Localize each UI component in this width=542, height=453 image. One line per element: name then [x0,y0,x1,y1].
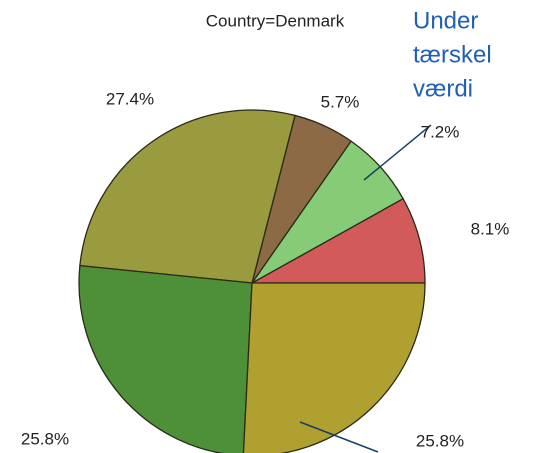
leader-line [299,421,379,453]
data-label: 5.7% [321,92,360,111]
pie [78,109,426,453]
chart-title: Country=Denmark [206,11,345,30]
pie-slice [249,197,426,284]
data-label: 8.1% [471,219,510,238]
pie-slice [79,109,296,284]
annotation: Under [413,7,478,34]
annotation: værdi [413,75,473,102]
leader-line [363,124,432,181]
pie-slice [78,264,253,453]
data-label: 25.8% [416,431,464,450]
data-label: 27.4% [106,89,154,108]
annotation: tærskel [413,41,492,68]
pie-slice [242,282,426,453]
data-label: 25.8% [21,429,69,448]
data-label: 7.2% [421,122,460,141]
